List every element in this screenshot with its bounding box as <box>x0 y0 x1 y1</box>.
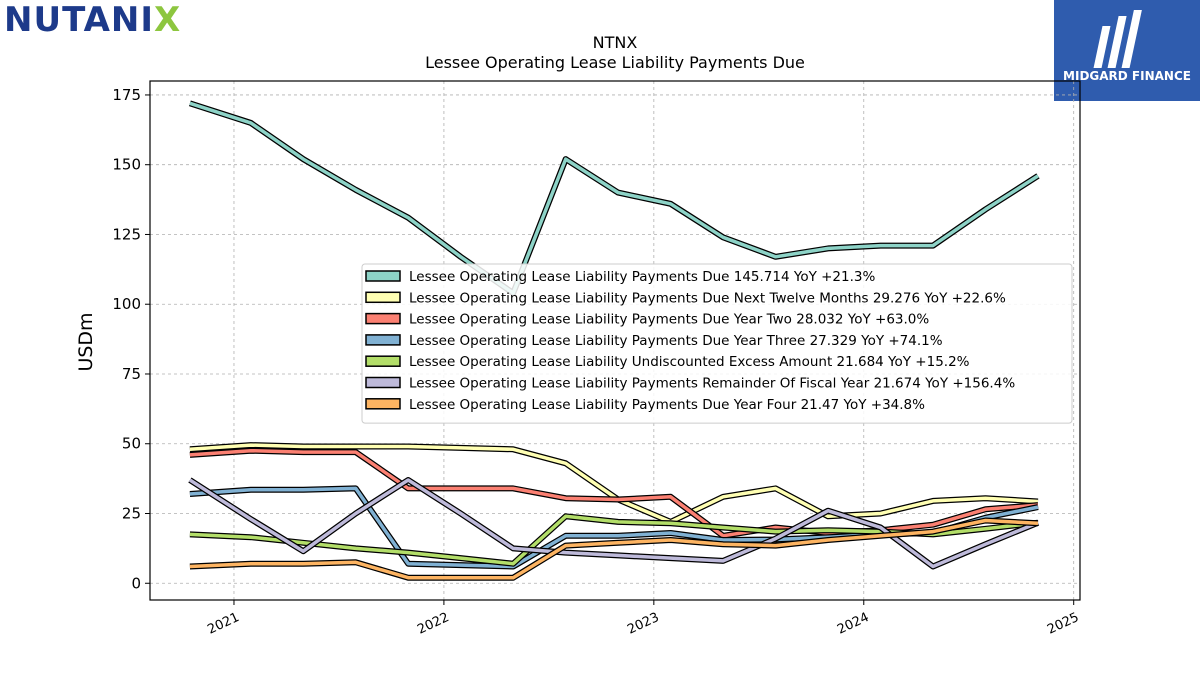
plot-frame <box>149 80 1081 601</box>
series-stroke <box>189 448 1039 538</box>
legend-swatch <box>365 398 401 410</box>
y-tick-label: 0 <box>131 574 141 592</box>
legend-entry: Lessee Operating Lease Liability Payment… <box>409 269 875 285</box>
y-tick-label: 175 <box>112 86 141 104</box>
legend-swatch <box>365 270 401 282</box>
legend-entry: Lessee Operating Lease Liability Payment… <box>409 312 929 328</box>
legend-entry: Lessee Operating Lease Liability Payment… <box>409 397 925 413</box>
y-tick-label: 150 <box>112 156 141 174</box>
y-tick-label: 50 <box>122 435 141 453</box>
x-tick-label: 2021 <box>205 610 241 638</box>
legend: Lessee Operating Lease Liability Payment… <box>361 263 1073 424</box>
series-outline <box>189 442 1039 525</box>
y-tick-label: 25 <box>122 505 141 523</box>
series-line-1 <box>188 100 1040 297</box>
x-tick-label: 2023 <box>625 610 661 638</box>
series-stroke <box>189 101 1039 295</box>
chart-subtitle: Lessee Operating Lease Liability Payment… <box>425 53 805 72</box>
y-tick-label: 125 <box>112 225 141 243</box>
y-axis-label: USDm <box>75 312 97 371</box>
midgard-finance-text: MIDGARD FINANCE <box>1063 69 1191 83</box>
nutanix-logo: NUTANIX <box>4 0 182 40</box>
legend-swatch <box>365 291 401 304</box>
legend-swatch <box>365 355 401 367</box>
x-tick-label: 2022 <box>415 610 451 638</box>
series-layer <box>188 100 1040 581</box>
legend-entry: Lessee Operating Lease Liability Payment… <box>409 290 1006 306</box>
series-stroke <box>188 478 1039 569</box>
midgard-finance-logo: MIDGARD FINANCE <box>1054 0 1200 101</box>
y-tick-label: 75 <box>122 365 141 383</box>
legend-entry: Lessee Operating Lease Liability Payment… <box>409 376 1015 392</box>
legend-swatch <box>365 376 401 389</box>
y-tick-label: 100 <box>112 295 141 313</box>
chart-title: NTNX <box>593 33 638 52</box>
series-stroke <box>189 518 1039 580</box>
series-line-3 <box>189 447 1039 539</box>
series-stroke <box>189 443 1039 524</box>
series-line-7 <box>189 517 1039 581</box>
legend-swatch <box>365 334 401 346</box>
midgard-emblem-icon <box>1093 10 1142 68</box>
series-line-2 <box>189 442 1039 525</box>
legend-entry: Lessee Operating Lease Liability Payment… <box>409 333 943 349</box>
legend-box <box>361 263 1073 424</box>
series-line-6 <box>188 477 1040 570</box>
legend-swatch <box>365 312 401 325</box>
x-tick-label: 2025 <box>1045 610 1081 638</box>
legend-entry: Lessee Operating Lease Liability Undisco… <box>409 354 970 370</box>
x-tick-label: 2024 <box>835 610 871 638</box>
